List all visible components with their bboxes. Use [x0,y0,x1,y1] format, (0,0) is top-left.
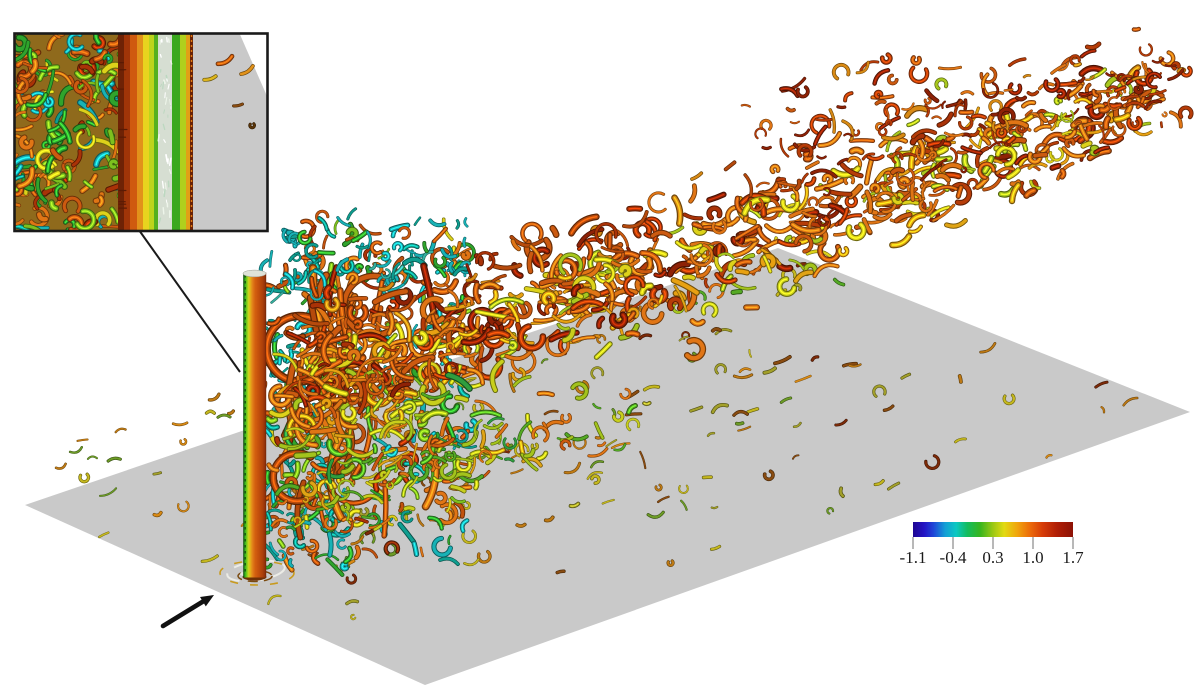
colorbar-tick-label: 1.0 [1022,548,1043,567]
flow-direction-arrow-icon [160,595,214,629]
colorbar-tick-label: 1.7 [1062,548,1084,567]
cylinder-top-rim [242,269,267,278]
inset-surface-stripes [118,34,267,230]
colorbar-ticks [912,537,1074,549]
colorbar-tick-label: -0.4 [940,548,967,567]
arrow-shaft [160,599,206,629]
tail-vortices-layer [740,26,1194,227]
inset-border [13,32,269,233]
ground-plane [25,248,1190,685]
arrow-head [200,595,214,607]
cylinder-body [242,269,267,578]
inset-zoom-box [13,32,269,233]
inset-leader-line [139,230,241,373]
colorbar-tick-label: -1.1 [900,548,927,567]
colorbar-tick-labels: -1.1 -0.4 0.3 1.0 1.7 [900,548,1085,567]
colorbar: -1.1 -0.4 0.3 1.0 1.7 [900,522,1085,567]
colorbar-tick-label: 0.3 [982,548,1003,567]
plume-vortices-layer [266,50,1183,532]
colorbar-gradient-bar [913,522,1073,537]
